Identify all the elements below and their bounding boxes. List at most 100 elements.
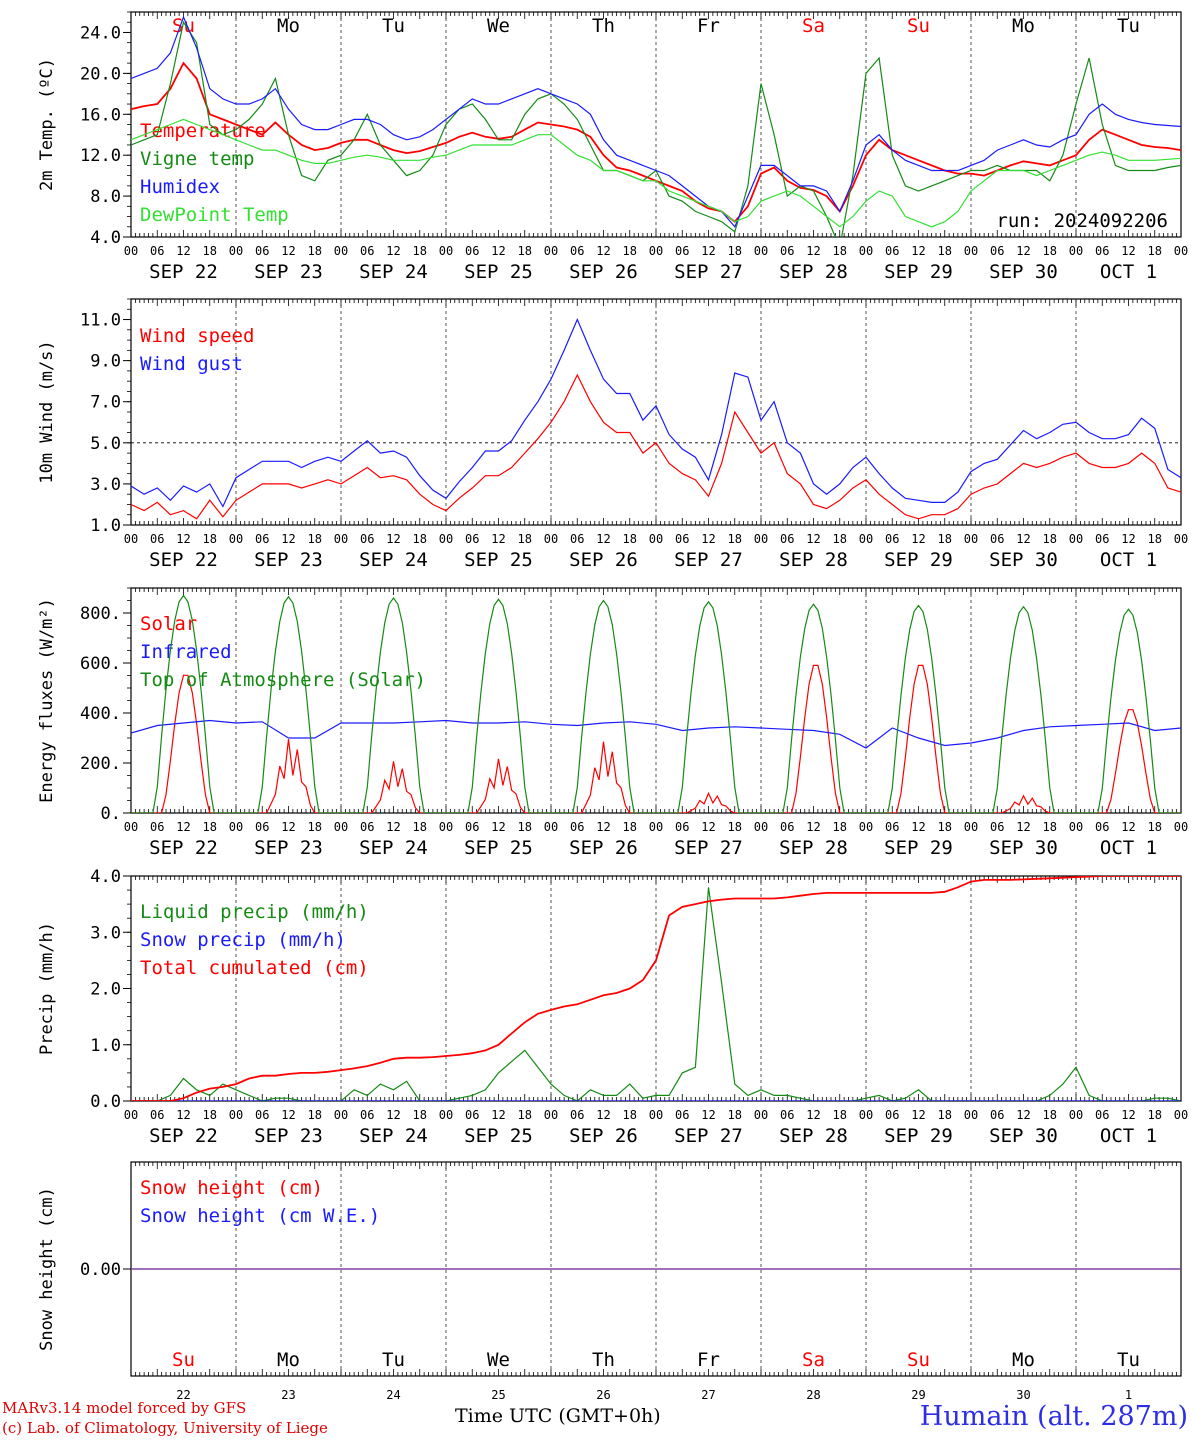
hour-tick-label: 00 [754,1108,768,1122]
hour-tick-label: 18 [1043,532,1057,546]
hour-tick-label: 00 [229,820,243,834]
hour-tick-label: 18 [623,244,637,258]
date-label: SEP 27 [674,837,743,859]
hour-tick-label: 18 [833,532,847,546]
y-tick-label: 3.0 [90,923,121,943]
hour-tick-label: 18 [203,1108,217,1122]
date-label: SEP 27 [674,261,743,283]
hour-tick-label: 06 [1095,532,1109,546]
hour-tick-label: 06 [990,820,1004,834]
hour-tick-label: 18 [623,1108,637,1122]
hour-tick-label: 06 [150,244,164,258]
hour-tick-label: 12 [386,244,400,258]
weekday-label: Fr [697,1349,720,1371]
hour-tick-label: 18 [623,532,637,546]
hour-tick-label: 06 [675,244,689,258]
y-tick-label: 12.0 [80,146,121,166]
date-label: SEP 30 [989,1125,1058,1147]
hour-tick-label: 12 [806,244,820,258]
hour-tick-label: 18 [518,820,532,834]
y-tick-label: 4.0 [90,228,121,248]
hour-tick-label: 12 [176,820,190,834]
date-label: SEP 28 [779,549,848,571]
hour-tick-label: 06 [990,244,1004,258]
hour-tick-label: 18 [938,1108,952,1122]
hour-tick-label: 18 [833,820,847,834]
hour-tick-label: 12 [1121,1108,1135,1122]
hour-tick-label: 00 [1174,532,1188,546]
plot-frame [130,587,1182,814]
weekday-label: Tu [382,1349,405,1371]
weekday-label: Tu [1117,15,1140,37]
hour-tick-label: 18 [413,820,427,834]
y-tick-label: 24.0 [80,23,121,43]
legend-entry: Snow height (cm) [140,1177,323,1199]
hour-tick-label: 06 [150,820,164,834]
y-tick-label: 600. [80,654,121,674]
day-number-label: 25 [491,1388,505,1402]
hour-tick-label: 06 [990,532,1004,546]
legend-entry: DewPoint Temp [140,204,289,226]
hour-tick-label: 00 [649,1108,663,1122]
day-number-label: 24 [386,1388,400,1402]
hour-tick-label: 06 [570,532,584,546]
hour-tick-label: 18 [938,820,952,834]
day-number-label: 29 [911,1388,925,1402]
y-tick-label: 16.0 [80,105,121,125]
date-label: SEP 24 [359,1125,428,1147]
hour-tick-label: 00 [229,532,243,546]
hour-tick-label: 12 [701,820,715,834]
hour-tick-label: 18 [518,244,532,258]
y-tick-label: 0.0 [90,1092,121,1112]
hour-tick-label: 06 [150,1108,164,1122]
date-label: SEP 22 [149,261,218,283]
weekday-label: Mo [1012,1349,1035,1371]
hour-tick-label: 06 [675,820,689,834]
hour-tick-label: 12 [176,1108,190,1122]
hour-tick-label: 18 [1043,820,1057,834]
hour-tick-label: 18 [1043,244,1057,258]
hour-tick-label: 18 [308,532,322,546]
hour-tick-label: 12 [911,1108,925,1122]
hour-tick-label: 06 [675,1108,689,1122]
hour-tick-label: 18 [413,532,427,546]
run-annotation: run: 2024092206 [996,210,1168,232]
date-label: SEP 30 [989,261,1058,283]
hour-tick-label: 00 [334,820,348,834]
hour-tick-label: 12 [596,532,610,546]
date-label: OCT 1 [1100,549,1157,571]
date-label: SEP 29 [884,261,953,283]
series-line-3 [131,876,1181,1101]
hour-tick-label: 18 [1148,820,1162,834]
date-label: SEP 25 [464,549,533,571]
legend-entry: Snow height (cm W.E.) [140,1205,380,1227]
legend-entry: Humidex [140,176,220,198]
hour-tick-label: 00 [544,820,558,834]
hour-tick-label: 06 [885,244,899,258]
panel-3: 00 06 12 18 SEP 22 00 06 12 18 SEP 23 00 06 12 18 SEP … [37,587,1188,859]
hour-tick-label: 06 [255,820,269,834]
y-tick-label: 1.0 [90,516,121,536]
hour-tick-label: 12 [176,532,190,546]
date-label: SEP 27 [674,1125,743,1147]
date-label: SEP 29 [884,1125,953,1147]
series-line-2 [131,719,1181,749]
hour-tick-label: 18 [728,1108,742,1122]
hour-tick-label: 12 [1016,532,1030,546]
legend-entry: Temperature [140,120,266,142]
panel-1: 00 06 12 18 SEP 22 00 06 12 18 SEP 23 00 06 12 18 SEP … [37,11,1188,283]
hour-tick-label: 06 [780,820,794,834]
hour-tick-label: 12 [281,532,295,546]
hour-tick-label: 00 [754,244,768,258]
hour-tick-label: 06 [885,820,899,834]
hour-tick-label: 06 [885,1108,899,1122]
y-tick-label: 8.0 [90,187,121,207]
hour-tick-label: 12 [1121,820,1135,834]
hour-tick-label: 18 [308,244,322,258]
y-tick-label: 5.0 [90,434,121,454]
hour-tick-label: 00 [544,1108,558,1122]
hour-tick-label: 12 [701,244,715,258]
date-label: SEP 22 [149,549,218,571]
date-label: SEP 27 [674,549,743,571]
